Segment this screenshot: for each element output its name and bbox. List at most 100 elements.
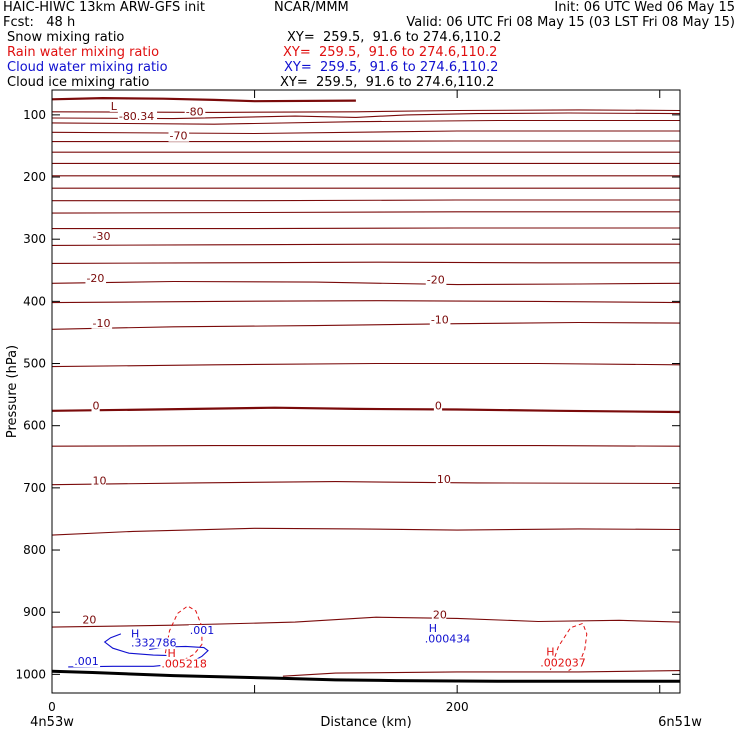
temperature-contour	[51, 616, 681, 628]
temperature-label-bg	[85, 273, 107, 285]
temperature-contour	[51, 96, 356, 103]
cloud-water-label: .000434	[425, 633, 471, 646]
temperature-label: -80	[186, 105, 204, 118]
temperature-label-bg	[109, 100, 118, 112]
x-axis-label: Distance (km)	[320, 715, 411, 730]
rain-label-bg	[160, 658, 206, 670]
temperature-contour	[51, 362, 681, 368]
cloud-water-label: .001	[74, 655, 99, 668]
temperature-contour	[51, 406, 681, 414]
temperature-label-bg	[91, 230, 113, 242]
temperature-label-bg	[91, 400, 100, 412]
temperature-label-bg	[91, 475, 106, 487]
x-tick-label: 0	[48, 700, 56, 714]
x-tick-label: 200	[446, 700, 469, 714]
temperature-label: 20	[82, 613, 96, 626]
temperature-contours	[51, 96, 681, 677]
temperature-label-bg	[184, 106, 206, 118]
plot-frame	[51, 89, 681, 694]
temperature-label-bg	[433, 400, 443, 412]
cloud-water-label-bg	[73, 656, 101, 668]
temperature-contour	[51, 130, 680, 135]
cloud-water-label: .001	[190, 624, 215, 637]
snow-field-label: Snow mixing ratio	[7, 30, 125, 45]
cloud-ice-field-xy: XY= 259.5, 91.6 to 274.6,110.2	[280, 75, 495, 90]
temperature-contour	[282, 670, 681, 677]
temperature-label-bg	[431, 609, 447, 621]
temperature-contour	[51, 119, 680, 125]
temperature-label: -10	[93, 317, 111, 330]
cloud-water-contour	[68, 645, 209, 668]
temperature-contour	[51, 112, 681, 120]
y-tick-label: 600	[23, 419, 46, 433]
cloud-water-field-label: Cloud water mixing ratio	[7, 60, 168, 75]
cloud-water-label-bg	[188, 624, 216, 636]
temperature-label-bg	[81, 614, 96, 626]
rain-field-xy: XY= 259.5, 91.6 to 274.6,110.2	[283, 45, 498, 60]
cloud-water-label-bg	[427, 623, 436, 635]
temperature-label: L	[111, 100, 118, 113]
temperature-label: -80.34	[119, 110, 154, 123]
y-tick-label: 700	[23, 481, 46, 495]
y-axis-label: Pressure (hPa)	[5, 345, 20, 438]
temperature-contour	[51, 261, 680, 264]
rain-field-label: Rain water mixing ratio	[7, 45, 160, 60]
cloud-water-label-bg	[130, 628, 139, 640]
temperature-contour	[52, 140, 680, 143]
y-tick-label: 1000	[15, 667, 46, 681]
rain-contours	[164, 605, 588, 672]
y-tick-label: 400	[23, 294, 46, 308]
cloud-water-label: .332786	[131, 636, 177, 649]
valid-time: Valid: 06 UTC Fri 08 May 15 (03 LST Fri …	[406, 15, 735, 30]
cloud-water-label-bg	[423, 633, 470, 645]
temperature-label: -20	[427, 273, 445, 286]
temperature-label: -30	[93, 230, 111, 243]
init-time: Init: 06 UTC Wed 06 May 15	[554, 0, 735, 15]
model-title: HAIC-HIWC 13km ARW-GFS init	[3, 0, 205, 15]
terrain-surface	[51, 669, 680, 683]
temperature-label: -10	[431, 314, 449, 327]
temperature-contour	[51, 481, 681, 486]
temperature-contour	[51, 300, 681, 304]
cloud-water-contour	[103, 633, 174, 657]
start-point-label: 4n53w	[30, 715, 74, 730]
organization: NCAR/MMM	[274, 0, 349, 15]
rain-label: H	[546, 646, 554, 659]
rain-label-bg	[166, 647, 175, 659]
rain-label: .005218	[161, 658, 207, 671]
y-tick-label: 900	[23, 605, 46, 619]
temperature-contour	[51, 445, 681, 447]
forecast-hour: Fcst: 48 h	[3, 15, 76, 30]
rain-label: .002037	[540, 656, 586, 669]
temperature-label: 0	[435, 400, 442, 413]
temperature-contour	[52, 199, 680, 202]
temperature-contour	[51, 321, 681, 330]
rain-label: H	[167, 647, 175, 660]
y-tick-label: 200	[23, 170, 46, 184]
rain-label-bg	[545, 646, 554, 658]
rain-contour	[164, 605, 203, 660]
cloud-water-label: H	[429, 622, 437, 635]
y-tick-label: 300	[23, 232, 46, 246]
end-point-label: 6n51w	[658, 715, 702, 730]
temperature-label: 10	[437, 473, 451, 486]
temperature-label-bg	[425, 274, 447, 286]
temperature-contour	[52, 227, 680, 230]
temperature-contour	[51, 211, 680, 214]
rain-label-bg	[539, 657, 585, 669]
cloud-water-field-xy: XY= 259.5, 91.6 to 274.6,110.2	[284, 60, 499, 75]
cloud-contours	[68, 633, 209, 668]
temperature-label-bg	[168, 130, 190, 142]
cloud-water-label: H	[131, 628, 139, 641]
cloud-water-label-bg	[130, 637, 176, 649]
y-tick-label: 800	[23, 543, 46, 557]
temperature-label-bg	[429, 314, 451, 326]
snow-field-xy: XY= 259.5, 91.6 to 274.6,110.2	[287, 30, 502, 45]
temperature-label-bg	[117, 110, 158, 122]
temperature-label-bg	[435, 473, 451, 485]
temperature-label: 20	[433, 608, 447, 621]
y-tick-label: 500	[23, 357, 46, 371]
cloud-ice-field-label: Cloud ice mixing ratio	[7, 75, 150, 90]
